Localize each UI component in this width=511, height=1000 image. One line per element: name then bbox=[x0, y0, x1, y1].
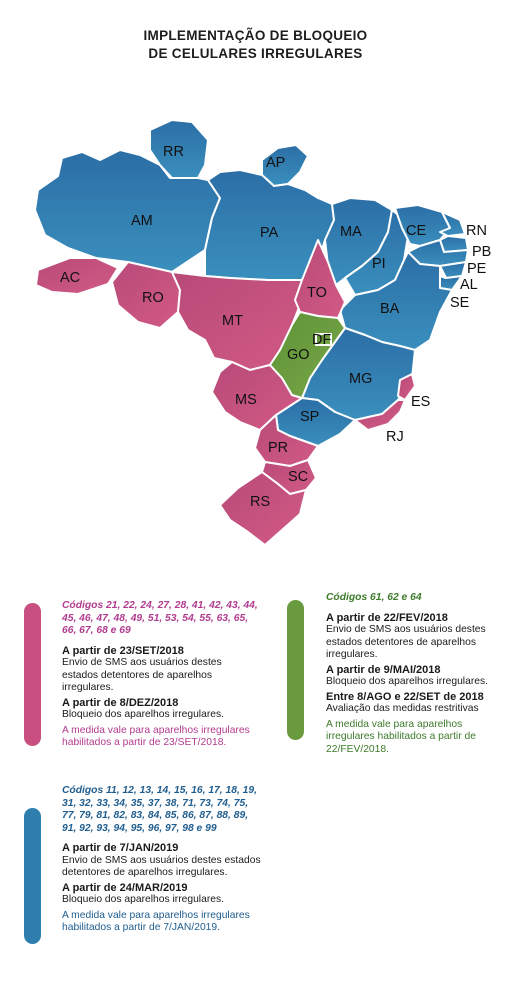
state-ES bbox=[397, 373, 416, 401]
label-PE: PE bbox=[467, 261, 487, 277]
state-PR bbox=[254, 414, 319, 467]
title-line-1: IMPLEMENTAÇÃO DE BLOQUEIO bbox=[143, 28, 368, 43]
legend-green: Códigos 61, 62 e 64 A partir de 22/FEV/2… bbox=[326, 592, 506, 756]
label-RR: RR bbox=[163, 144, 184, 160]
legend-pink-note: A medida vale para aparelhos irregulares… bbox=[62, 724, 250, 749]
label-AP: AP bbox=[266, 155, 285, 171]
legend-blue-note: A medida vale para aparelhos irregulares… bbox=[62, 909, 250, 934]
legend-bar-green bbox=[287, 600, 304, 740]
legend-blue-text-2: Bloqueio dos aparelhos irregulares. bbox=[62, 894, 224, 905]
legend-pink-text-1: Envio de SMS aos usuários destes estados… bbox=[62, 657, 222, 693]
label-SP: SP bbox=[300, 409, 319, 425]
label-RS: RS bbox=[250, 494, 270, 510]
label-BA: BA bbox=[380, 301, 400, 317]
legend-green-heading-1: A partir de 22/FEV/2018 bbox=[326, 611, 448, 624]
legend-green-text-2: Bloqueio dos aparelhos irregulares. bbox=[326, 676, 488, 687]
label-CE: CE bbox=[406, 223, 426, 239]
label-SC: SC bbox=[288, 469, 308, 485]
state-AC bbox=[35, 257, 119, 295]
label-AM: AM bbox=[131, 213, 153, 229]
legend-bar-blue bbox=[24, 808, 41, 944]
label-PR: PR bbox=[268, 440, 288, 456]
legend-blue: Códigos 11, 12, 13, 14, 15, 16, 17, 18, … bbox=[62, 785, 262, 935]
label-TO: TO bbox=[307, 285, 327, 301]
label-MS: MS bbox=[235, 392, 257, 408]
legend-bar-pink bbox=[24, 603, 41, 746]
title-line-2: DE CELULARES IRREGULARES bbox=[148, 46, 363, 61]
legend-green-heading-2: A partir de 9/MAI/2018 bbox=[326, 663, 441, 676]
label-DF: DF bbox=[312, 332, 331, 348]
legend-green-note: A medida vale para aparelhos irregulares… bbox=[326, 718, 476, 755]
state-DF bbox=[315, 333, 332, 346]
state-RS bbox=[219, 471, 307, 546]
legend-blue-heading-1: A partir de 7/JAN/2019 bbox=[62, 842, 179, 854]
label-RN: RN bbox=[466, 223, 487, 239]
label-MT: MT bbox=[222, 313, 243, 329]
legend-pink-text-2: Bloqueio dos aparelhos irregulares. bbox=[62, 709, 224, 720]
label-PI: PI bbox=[372, 256, 386, 272]
state-RJ bbox=[354, 399, 406, 431]
brazil-map: RR AP AM PA MA CE RN PB PE AL SE PI AC R… bbox=[34, 119, 491, 546]
label-RO: RO bbox=[142, 290, 164, 306]
label-GO: GO bbox=[287, 347, 310, 363]
legend-green-text-1: Envio de SMS aos usuários destes estados… bbox=[326, 624, 486, 660]
label-PA: PA bbox=[260, 225, 279, 241]
label-SE: SE bbox=[450, 295, 470, 311]
label-RJ: RJ bbox=[386, 429, 404, 445]
map-title: IMPLEMENTAÇÃO DE BLOQUEIO DE CELULARES I… bbox=[0, 27, 511, 63]
label-AL: AL bbox=[460, 277, 478, 293]
label-MG: MG bbox=[349, 371, 372, 387]
legend-pink: Códigos 21, 22, 24, 27, 28, 41, 42, 43, … bbox=[62, 600, 260, 750]
label-MA: MA bbox=[340, 224, 362, 240]
legend-blue-codes: Códigos 11, 12, 13, 14, 15, 16, 17, 18, … bbox=[62, 785, 257, 834]
legend-pink-heading-2: A partir de 8/DEZ/2018 bbox=[62, 696, 179, 709]
legend-blue-heading-2: A partir de 24/MAR/2019 bbox=[62, 881, 188, 894]
legend-green-text-3: Avaliação das medidas restritivas bbox=[326, 703, 479, 714]
state-RR bbox=[149, 119, 209, 179]
legend-green-codes: Códigos 61, 62 e 64 bbox=[326, 592, 422, 603]
label-AC: AC bbox=[60, 270, 80, 286]
label-PB: PB bbox=[472, 244, 491, 260]
legend-blue-text-1: Envio de SMS aos usuários destes estados… bbox=[62, 854, 261, 879]
legend-pink-heading-1: A partir de 23/SET/2018 bbox=[62, 644, 184, 657]
legend-pink-codes: Códigos 21, 22, 24, 27, 28, 41, 42, 43, … bbox=[62, 600, 258, 636]
legend-green-heading-3: Entre 8/AGO e 22/SET de 2018 bbox=[326, 690, 484, 703]
label-ES: ES bbox=[411, 394, 430, 410]
